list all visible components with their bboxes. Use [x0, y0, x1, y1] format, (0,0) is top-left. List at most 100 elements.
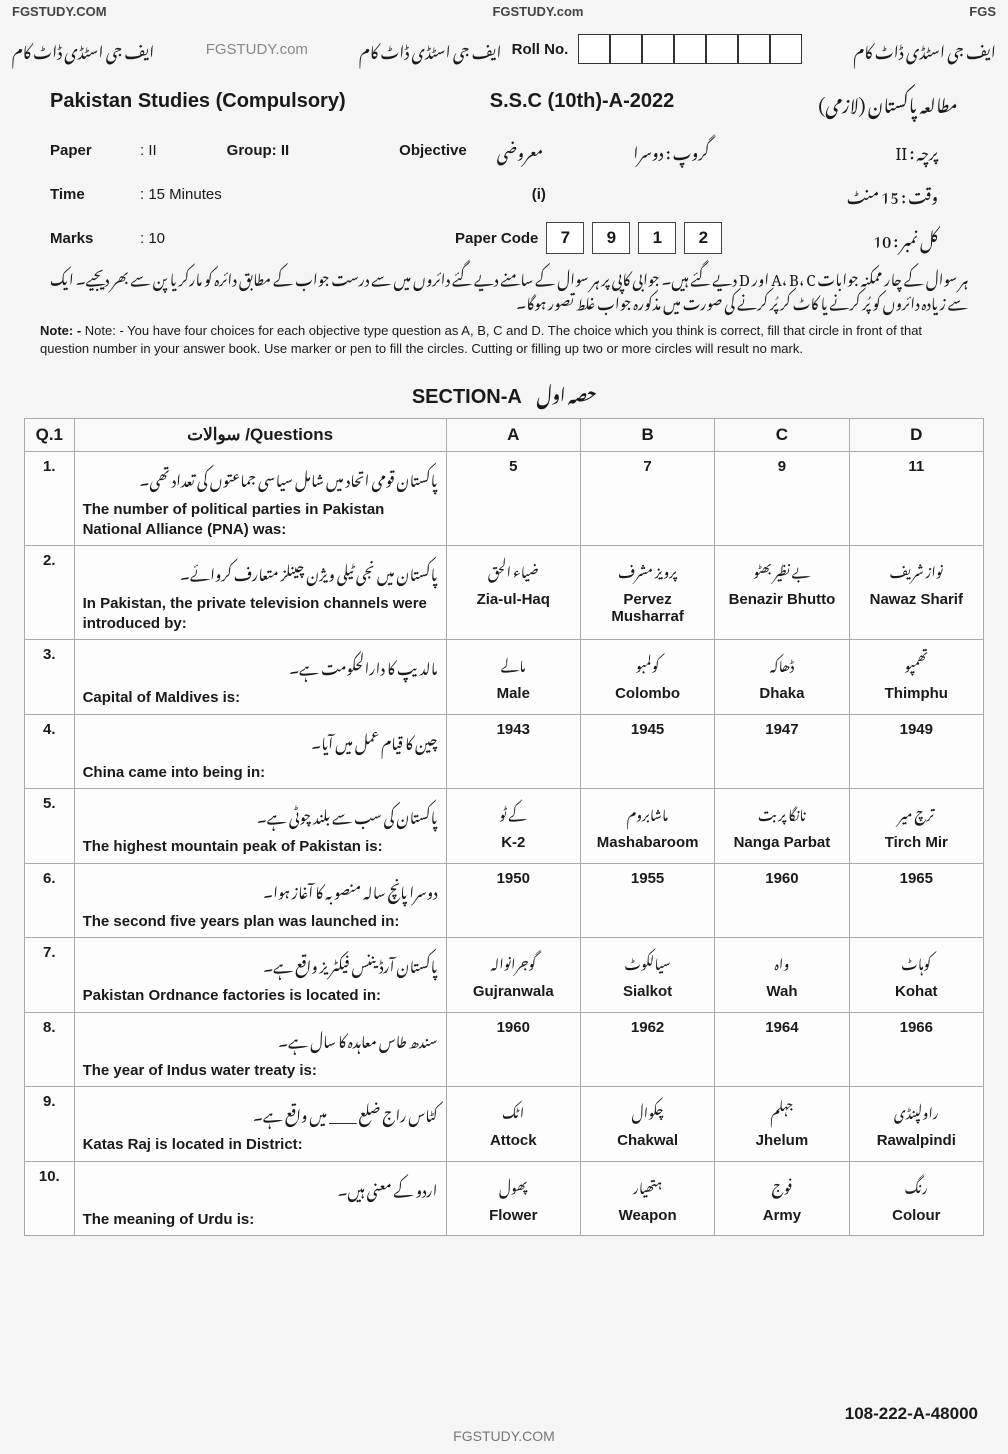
subject-row: Pakistan Studies (Compulsory) S.S.C (10t… [0, 75, 1008, 128]
option-en: Kohat [858, 983, 975, 1000]
option-b[interactable]: ہتھیارWeapon [580, 1161, 714, 1236]
option-b[interactable]: سیالکوٹSialkot [580, 938, 714, 1013]
option-a[interactable]: ضیاء الحقZia-ul-Haq [446, 546, 580, 640]
option-d[interactable]: راولپنڈیRawalpindi [849, 1087, 983, 1162]
table-header-row: Q.1 سوالات /Questions A B C D [25, 419, 984, 452]
option-en: 9 [723, 458, 840, 475]
option-c[interactable]: جہلمJhelum [715, 1087, 849, 1162]
option-d[interactable]: 11 [849, 452, 983, 546]
wm-top-center: FGSTUDY.com [492, 4, 583, 19]
paper-code-box: 7 [546, 222, 584, 254]
option-en: Mashabaroom [589, 834, 706, 851]
paper-urdu: پرچہ : II [896, 130, 938, 170]
th-qn: Q.1 [25, 419, 75, 452]
wm-top-left: FGSTUDY.COM [12, 4, 107, 19]
option-en: Nanga Parbat [723, 834, 840, 851]
option-d[interactable]: کوہاٹ Kohat [849, 938, 983, 1013]
marks-label: Marks [50, 230, 110, 247]
option-en: Colombo [589, 685, 706, 702]
option-c[interactable]: 1964 [715, 1012, 849, 1087]
roll-box[interactable] [610, 34, 642, 64]
paper-code-box: 9 [592, 222, 630, 254]
option-d[interactable]: نواز شریفNawaz Sharif [849, 546, 983, 640]
option-a[interactable]: اٹکAttock [446, 1087, 580, 1162]
q-en: In Pakistan, the private television chan… [83, 594, 438, 633]
group-label: Group: II [227, 142, 290, 159]
option-c[interactable]: فوجArmy [715, 1161, 849, 1236]
table-row: 2.پاکستان میں نجی ٹیلی ویژن چینلز متعارف… [25, 546, 984, 640]
option-en: 1964 [723, 1019, 840, 1036]
roll-box[interactable] [642, 34, 674, 64]
roll-box[interactable] [578, 34, 610, 64]
q-text: پاکستان میں نجی ٹیلی ویژن چینلز متعارف ک… [74, 546, 446, 640]
option-d[interactable]: تھمپوThimphu [849, 640, 983, 715]
option-d[interactable]: 1966 [849, 1012, 983, 1087]
option-b[interactable]: 1962 [580, 1012, 714, 1087]
q-number: 3. [25, 640, 75, 715]
option-b[interactable]: پرویز مشرفPervez Musharraf [580, 546, 714, 640]
option-a[interactable]: 1950 [446, 863, 580, 938]
q-text: چین کا قیام عمل میں آیا۔China came into … [74, 714, 446, 789]
header-band: ایف جی اسٹڈی ڈاٹ کام FGSTUDY.com ایف جی … [0, 23, 1008, 75]
option-d[interactable]: 1949 [849, 714, 983, 789]
option-c[interactable]: نانگا پربت Nanga Parbat [715, 789, 849, 864]
questions-table: Q.1 سوالات /Questions A B C D 1.پاکستان … [24, 418, 984, 1236]
option-a[interactable]: مالےMale [446, 640, 580, 715]
q-urdu: کٹاس راج ضلع ____ میں واقع ہے۔ [83, 1093, 438, 1131]
paper-id: 108-222-A-48000 [845, 1404, 978, 1424]
option-c[interactable]: 1947 [715, 714, 849, 789]
option-urdu: کوہاٹ [858, 944, 975, 979]
option-en: Gujranwala [455, 983, 572, 1000]
option-c[interactable]: 1960 [715, 863, 849, 938]
option-a[interactable]: گوجرانوالہGujranwala [446, 938, 580, 1013]
table-row: 7.پاکستان آرڈیننس فیکٹریز واقع ہے۔Pakist… [25, 938, 984, 1013]
q-en: Katas Raj is located in District: [83, 1135, 438, 1155]
th-c: C [715, 419, 849, 452]
subject-en: Pakistan Studies (Compulsory) [50, 90, 346, 113]
option-a[interactable]: 1960 [446, 1012, 580, 1087]
option-a[interactable]: 5 [446, 452, 580, 546]
option-en: Chakwal [589, 1132, 706, 1149]
option-b[interactable]: کولمبوColombo [580, 640, 714, 715]
option-d[interactable]: ترچ میرTirch Mir [849, 789, 983, 864]
option-b[interactable]: 1945 [580, 714, 714, 789]
option-b[interactable]: 1955 [580, 863, 714, 938]
time-row: Time : 15 Minutes (i) وقت : 15 منٹ [0, 172, 1008, 216]
roll-box[interactable] [674, 34, 706, 64]
option-c[interactable]: 9 [715, 452, 849, 546]
option-urdu: ہتھیار [589, 1168, 706, 1203]
option-b[interactable]: 7 [580, 452, 714, 546]
option-urdu: پھول [455, 1168, 572, 1203]
instructions-urdu: ہر سوال کے چار ممکنہ جوابات A، B، C اور … [0, 260, 1008, 316]
option-b[interactable]: چکوالChakwal [580, 1087, 714, 1162]
roll-box[interactable] [770, 34, 802, 64]
option-a[interactable]: 1943 [446, 714, 580, 789]
paper-code-box: 2 [684, 222, 722, 254]
option-en: K-2 [455, 834, 572, 851]
option-urdu: اٹک [455, 1093, 572, 1128]
exam-title: S.S.C (10th)-A-2022 [490, 90, 675, 113]
option-c[interactable]: واہWah [715, 938, 849, 1013]
q-en: The year of Indus water treaty is: [83, 1061, 438, 1081]
marks-urdu: کل نمبر : 10 [873, 218, 938, 258]
roll-box[interactable] [706, 34, 738, 64]
option-d[interactable]: رنگColour [849, 1161, 983, 1236]
option-urdu: نانگا پربت [723, 795, 840, 830]
option-a[interactable]: پھولFlower [446, 1161, 580, 1236]
option-b[interactable]: ماشابرومMashabaroom [580, 789, 714, 864]
option-c[interactable]: بے نظیر بھٹوBenazir Bhutto [715, 546, 849, 640]
option-d[interactable]: 1965 [849, 863, 983, 938]
roll-label: Roll No. [512, 41, 569, 58]
q-number: 5. [25, 789, 75, 864]
option-a[interactable]: کے ٹوK-2 [446, 789, 580, 864]
option-urdu: واہ [723, 944, 840, 979]
q-urdu: چین کا قیام عمل میں آیا۔ [83, 721, 438, 759]
roll-box[interactable] [738, 34, 770, 64]
table-row: 9.کٹاس راج ضلع ____ میں واقع ہے۔Katas Ra… [25, 1087, 984, 1162]
option-en: 1960 [455, 1019, 572, 1036]
option-c[interactable]: ڈھاکہDhaka [715, 640, 849, 715]
section-title: SECTION-A حصہ اول [0, 364, 1008, 418]
option-en: Rawalpindi [858, 1132, 975, 1149]
q-en: The highest mountain peak of Pakistan is… [83, 837, 438, 857]
q-urdu: پاکستان کی سب سے بلند چوٹی ہے۔ [83, 795, 438, 833]
